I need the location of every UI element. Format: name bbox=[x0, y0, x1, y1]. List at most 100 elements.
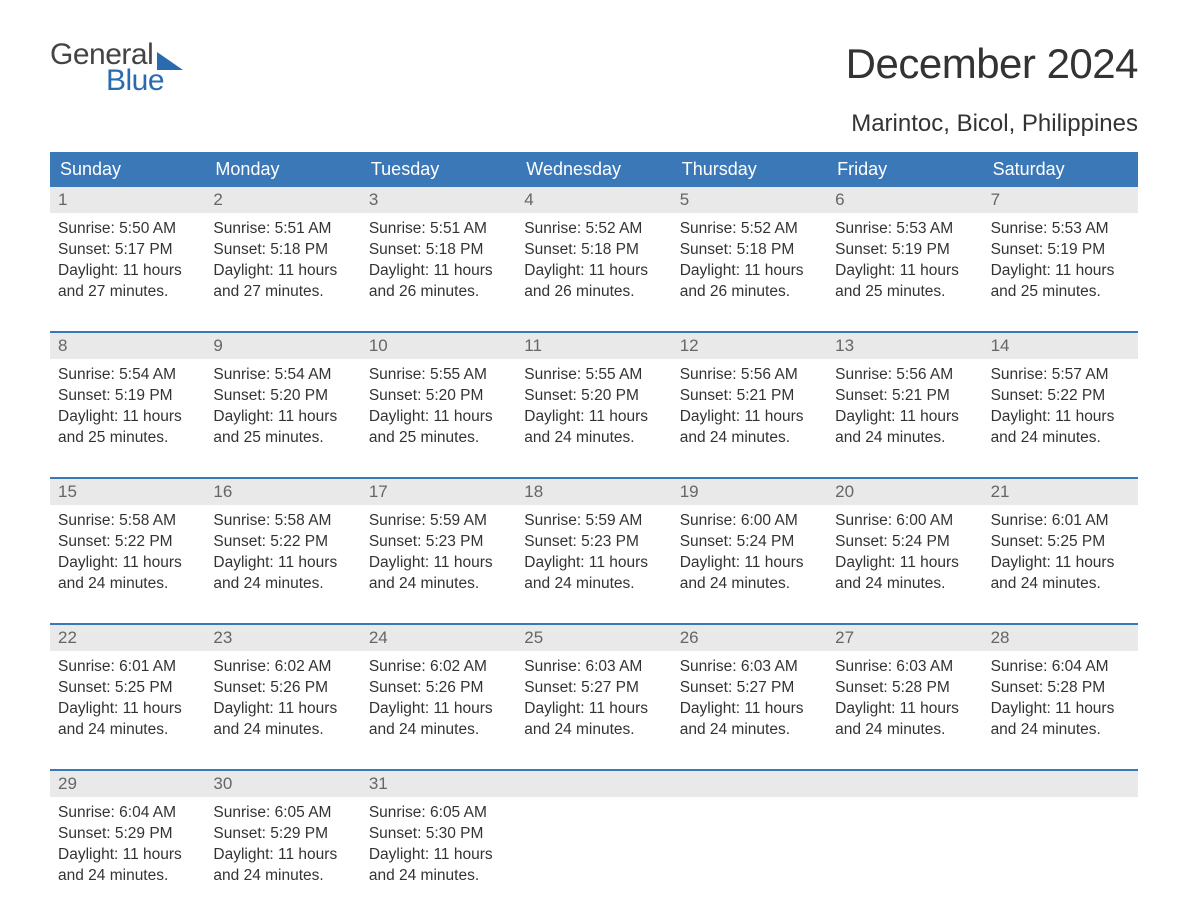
day-number bbox=[672, 771, 827, 797]
day-number: 24 bbox=[361, 625, 516, 651]
day-cell: Sunrise: 5:52 AMSunset: 5:18 PMDaylight:… bbox=[672, 213, 827, 311]
day-cell: Sunrise: 5:53 AMSunset: 5:19 PMDaylight:… bbox=[983, 213, 1138, 311]
sunset-line: Sunset: 5:28 PM bbox=[835, 678, 974, 699]
daylight-line: Daylight: 11 hours and 26 minutes. bbox=[680, 261, 819, 303]
month-title: December 2024 bbox=[846, 40, 1138, 88]
sunrise-line: Sunrise: 6:05 AM bbox=[369, 803, 508, 824]
sunrise-line: Sunrise: 6:00 AM bbox=[680, 511, 819, 532]
day-cell: Sunrise: 6:01 AMSunset: 5:25 PMDaylight:… bbox=[983, 505, 1138, 603]
day-number: 6 bbox=[827, 187, 982, 213]
sunrise-line: Sunrise: 6:03 AM bbox=[835, 657, 974, 678]
sunset-line: Sunset: 5:19 PM bbox=[58, 386, 197, 407]
sunrise-line: Sunrise: 5:52 AM bbox=[524, 219, 663, 240]
sunset-line: Sunset: 5:20 PM bbox=[524, 386, 663, 407]
daylight-line: Daylight: 11 hours and 24 minutes. bbox=[58, 845, 197, 887]
daylight-line: Daylight: 11 hours and 25 minutes. bbox=[369, 407, 508, 449]
day-number: 17 bbox=[361, 479, 516, 505]
daylight-line: Daylight: 11 hours and 24 minutes. bbox=[213, 553, 352, 595]
sunrise-line: Sunrise: 5:56 AM bbox=[835, 365, 974, 386]
day-cell bbox=[983, 797, 1138, 895]
sunset-line: Sunset: 5:24 PM bbox=[835, 532, 974, 553]
sunrise-line: Sunrise: 6:03 AM bbox=[680, 657, 819, 678]
sunrise-line: Sunrise: 6:02 AM bbox=[213, 657, 352, 678]
daynum-row: 1234567 bbox=[50, 187, 1138, 213]
sunset-line: Sunset: 5:18 PM bbox=[680, 240, 819, 261]
daylight-line: Daylight: 11 hours and 24 minutes. bbox=[369, 553, 508, 595]
day-number: 4 bbox=[516, 187, 671, 213]
day-cell: Sunrise: 5:56 AMSunset: 5:21 PMDaylight:… bbox=[672, 359, 827, 457]
day-number: 12 bbox=[672, 333, 827, 359]
logo-word-blue: Blue bbox=[50, 66, 183, 96]
sunset-line: Sunset: 5:18 PM bbox=[524, 240, 663, 261]
day-number: 26 bbox=[672, 625, 827, 651]
day-cell: Sunrise: 6:03 AMSunset: 5:27 PMDaylight:… bbox=[516, 651, 671, 749]
daylight-line: Daylight: 11 hours and 24 minutes. bbox=[213, 845, 352, 887]
daynum-row: 293031 bbox=[50, 771, 1138, 797]
day-number: 28 bbox=[983, 625, 1138, 651]
day-cell: Sunrise: 5:55 AMSunset: 5:20 PMDaylight:… bbox=[361, 359, 516, 457]
sunrise-line: Sunrise: 6:05 AM bbox=[213, 803, 352, 824]
day-cell: Sunrise: 5:59 AMSunset: 5:23 PMDaylight:… bbox=[516, 505, 671, 603]
calendar-week: 891011121314Sunrise: 5:54 AMSunset: 5:19… bbox=[50, 331, 1138, 457]
sunset-line: Sunset: 5:21 PM bbox=[680, 386, 819, 407]
sunrise-line: Sunrise: 6:00 AM bbox=[835, 511, 974, 532]
calendar-week: 15161718192021Sunrise: 5:58 AMSunset: 5:… bbox=[50, 477, 1138, 603]
day-header-fri: Friday bbox=[827, 152, 982, 187]
sunrise-line: Sunrise: 5:58 AM bbox=[58, 511, 197, 532]
day-number: 29 bbox=[50, 771, 205, 797]
day-cell: Sunrise: 6:01 AMSunset: 5:25 PMDaylight:… bbox=[50, 651, 205, 749]
sunrise-line: Sunrise: 5:58 AM bbox=[213, 511, 352, 532]
day-number: 3 bbox=[361, 187, 516, 213]
sunset-line: Sunset: 5:25 PM bbox=[991, 532, 1130, 553]
daylight-line: Daylight: 11 hours and 24 minutes. bbox=[835, 407, 974, 449]
day-number: 1 bbox=[50, 187, 205, 213]
day-headers: Sunday Monday Tuesday Wednesday Thursday… bbox=[50, 152, 1138, 187]
day-cell: Sunrise: 6:05 AMSunset: 5:29 PMDaylight:… bbox=[205, 797, 360, 895]
sunrise-line: Sunrise: 5:56 AM bbox=[680, 365, 819, 386]
daylight-line: Daylight: 11 hours and 25 minutes. bbox=[58, 407, 197, 449]
sunset-line: Sunset: 5:18 PM bbox=[369, 240, 508, 261]
sunset-line: Sunset: 5:19 PM bbox=[991, 240, 1130, 261]
day-cell: Sunrise: 5:51 AMSunset: 5:18 PMDaylight:… bbox=[361, 213, 516, 311]
sunset-line: Sunset: 5:21 PM bbox=[835, 386, 974, 407]
sunrise-line: Sunrise: 5:59 AM bbox=[524, 511, 663, 532]
sunrise-line: Sunrise: 6:02 AM bbox=[369, 657, 508, 678]
sunrise-line: Sunrise: 5:51 AM bbox=[369, 219, 508, 240]
day-cell: Sunrise: 6:03 AMSunset: 5:27 PMDaylight:… bbox=[672, 651, 827, 749]
day-cell: Sunrise: 5:55 AMSunset: 5:20 PMDaylight:… bbox=[516, 359, 671, 457]
sunrise-line: Sunrise: 6:04 AM bbox=[991, 657, 1130, 678]
daylight-line: Daylight: 11 hours and 24 minutes. bbox=[680, 699, 819, 741]
sunrise-line: Sunrise: 5:57 AM bbox=[991, 365, 1130, 386]
calendar-week: 22232425262728Sunrise: 6:01 AMSunset: 5:… bbox=[50, 623, 1138, 749]
daylight-line: Daylight: 11 hours and 24 minutes. bbox=[524, 699, 663, 741]
sunset-line: Sunset: 5:29 PM bbox=[58, 824, 197, 845]
daylight-line: Daylight: 11 hours and 25 minutes. bbox=[991, 261, 1130, 303]
day-cell: Sunrise: 5:59 AMSunset: 5:23 PMDaylight:… bbox=[361, 505, 516, 603]
sunset-line: Sunset: 5:22 PM bbox=[58, 532, 197, 553]
day-number: 7 bbox=[983, 187, 1138, 213]
daylight-line: Daylight: 11 hours and 24 minutes. bbox=[524, 407, 663, 449]
day-number: 25 bbox=[516, 625, 671, 651]
day-number: 16 bbox=[205, 479, 360, 505]
day-number: 5 bbox=[672, 187, 827, 213]
daylight-line: Daylight: 11 hours and 24 minutes. bbox=[58, 553, 197, 595]
sunrise-line: Sunrise: 5:59 AM bbox=[369, 511, 508, 532]
daylight-line: Daylight: 11 hours and 25 minutes. bbox=[835, 261, 974, 303]
sunset-line: Sunset: 5:23 PM bbox=[369, 532, 508, 553]
sunset-line: Sunset: 5:17 PM bbox=[58, 240, 197, 261]
sunrise-line: Sunrise: 5:52 AM bbox=[680, 219, 819, 240]
day-cell: Sunrise: 6:04 AMSunset: 5:29 PMDaylight:… bbox=[50, 797, 205, 895]
day-number: 30 bbox=[205, 771, 360, 797]
sunset-line: Sunset: 5:26 PM bbox=[369, 678, 508, 699]
day-cell: Sunrise: 5:58 AMSunset: 5:22 PMDaylight:… bbox=[205, 505, 360, 603]
day-cell: Sunrise: 6:02 AMSunset: 5:26 PMDaylight:… bbox=[205, 651, 360, 749]
sunrise-line: Sunrise: 5:54 AM bbox=[213, 365, 352, 386]
sunset-line: Sunset: 5:27 PM bbox=[524, 678, 663, 699]
day-cell: Sunrise: 5:52 AMSunset: 5:18 PMDaylight:… bbox=[516, 213, 671, 311]
daylight-line: Daylight: 11 hours and 25 minutes. bbox=[213, 407, 352, 449]
day-cell: Sunrise: 5:58 AMSunset: 5:22 PMDaylight:… bbox=[50, 505, 205, 603]
day-number: 27 bbox=[827, 625, 982, 651]
sunrise-line: Sunrise: 5:51 AM bbox=[213, 219, 352, 240]
day-number: 31 bbox=[361, 771, 516, 797]
sunset-line: Sunset: 5:27 PM bbox=[680, 678, 819, 699]
